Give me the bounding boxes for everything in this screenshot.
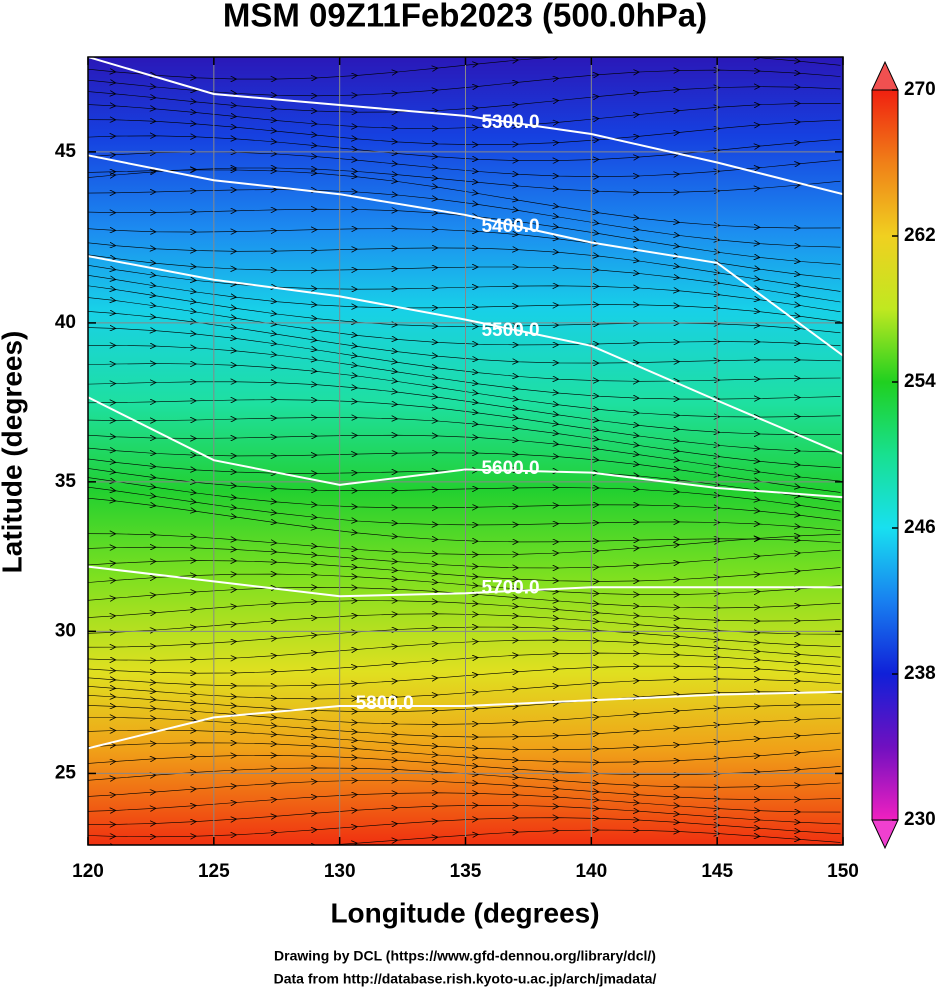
colorbar-under [871,819,899,850]
y-tick-label: 45 [55,141,77,162]
y-tick-label: 40 [55,312,76,333]
contour-label: 5300.0 [481,112,539,133]
contour-line [88,690,843,750]
y-tick-label: 35 [55,471,77,492]
y-tick-label: 30 [55,620,76,641]
contour-line [88,154,843,357]
contour-label: 5500.0 [481,320,539,341]
x-tick-label: 145 [701,861,733,882]
streamline [88,57,841,79]
colorbar-over [871,60,899,91]
streamlines [88,57,841,845]
contours: 5300.0 5400.0 5500.0 5600.0 5700.0 5800.0 [88,57,843,750]
x-tick-label: 140 [575,861,607,882]
x-tick-label: 135 [450,861,482,882]
contour-label: 5800.0 [356,693,414,714]
contour-line [88,255,843,455]
x-axis-label: Longitude (degrees) [330,897,599,928]
colorbar-tick-label: 230 [904,809,936,830]
contour-line [88,396,843,499]
colorbar: 230 238 246 254 262 270 [871,60,936,850]
colorbar-tick-label: 238 [904,663,936,684]
contour-line [88,57,843,196]
x-tick-label: 150 [827,861,859,882]
footer-line: Data from http://database.rish.kyoto-u.a… [274,971,657,987]
x-tick-label: 125 [198,861,230,882]
axes: 120 125 130 135 140 145 150 25 30 35 40 45 [55,57,859,882]
y-axis-label: Latitude (degrees) [0,331,27,574]
colorbar-tick-label: 262 [904,225,936,246]
x-tick-label: 130 [324,861,356,882]
contour-label: 5400.0 [481,216,539,237]
y-tick-label: 25 [55,762,77,783]
colorbar-tick-label: 270 [904,79,936,100]
title: MSM 09Z11Feb2023 (500.0hPa) [223,0,707,34]
colorbar-tick-label: 254 [904,371,936,392]
footer-line: Drawing by DCL (https://www.gfd-dennou.o… [274,948,656,964]
colorbar-tick-label: 246 [904,517,936,538]
contour-label: 5700.0 [481,577,539,598]
contour-line [88,565,843,598]
contour-label: 5600.0 [481,458,539,479]
x-tick-label: 120 [72,861,104,882]
colorbar-scale [871,89,899,821]
